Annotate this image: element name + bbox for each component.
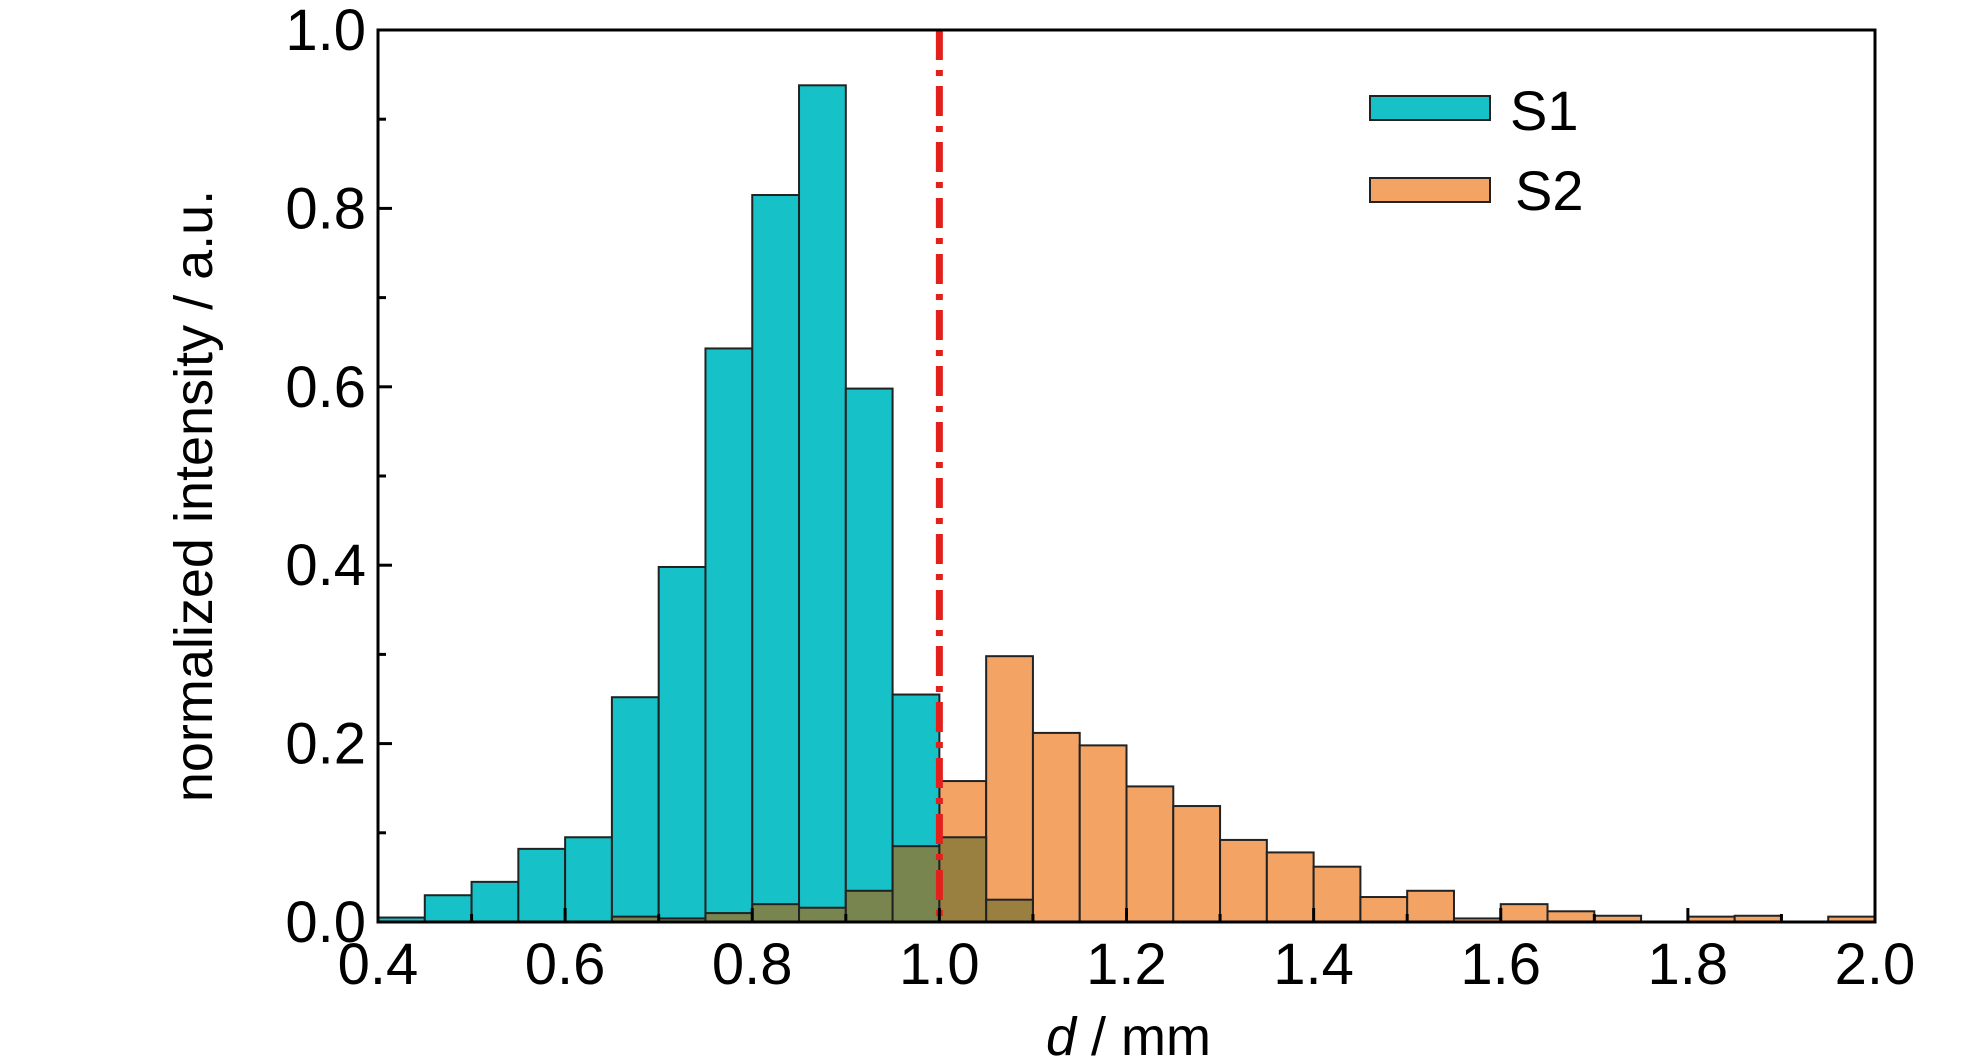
bar-s1-2 bbox=[470, 880, 520, 923]
bar-s2-25 bbox=[1546, 910, 1596, 924]
x-tick-label-1: 0.6 bbox=[525, 932, 606, 997]
bar-s1-1 bbox=[423, 894, 473, 923]
legend: S1 S2 bbox=[1369, 79, 1584, 222]
y-tick-label-3: 0.6 bbox=[285, 355, 366, 420]
bar-s1-7 bbox=[704, 347, 754, 924]
x-axis-label-variable: d bbox=[1046, 1007, 1078, 1063]
bar-s1-5 bbox=[610, 696, 660, 923]
bar-s1-6 bbox=[657, 565, 707, 923]
legend-label-s1: S1 bbox=[1510, 79, 1579, 142]
bar-overlap-9 bbox=[798, 906, 847, 924]
legend-swatch-s1 bbox=[1369, 95, 1491, 121]
legend-swatch-s2 bbox=[1369, 177, 1491, 203]
bar-s2-13 bbox=[985, 655, 1034, 924]
x-tick-label-4: 1.2 bbox=[1086, 932, 1167, 997]
x-tick-label-8: 2.0 bbox=[1835, 932, 1916, 997]
x-tick-label-3: 1.0 bbox=[899, 932, 980, 997]
y-tick-label-5: 1.0 bbox=[285, 0, 366, 63]
bar-overlap-11 bbox=[891, 845, 941, 923]
bar-s2-22 bbox=[1406, 889, 1455, 924]
bar-s2-20 bbox=[1312, 865, 1362, 923]
x-axis-label-unit: / mm bbox=[1076, 1007, 1211, 1063]
bar-overlap-10 bbox=[844, 889, 894, 924]
y-tick-label-0: 0.0 bbox=[285, 890, 366, 955]
x-tick-label-6: 1.6 bbox=[1460, 932, 1541, 997]
bar-overlap-right-12 bbox=[938, 836, 988, 924]
bar-s1-9 bbox=[798, 84, 847, 923]
bar-s2-17 bbox=[1172, 805, 1222, 923]
bar-s2-24 bbox=[1499, 903, 1549, 923]
y-axis-label: normalized intensity / a.u. bbox=[164, 190, 224, 802]
bar-s2-19 bbox=[1265, 851, 1315, 924]
bar-overlap-8 bbox=[751, 903, 801, 923]
overlap-layer bbox=[610, 836, 1034, 924]
tick-labels-layer: 0.4 0.6 0.8 1.0 1.2 1.4 1.6 1.8 2.0 0.0 0.2 0.4 0.6 0… bbox=[285, 0, 1915, 997]
y-tick-label-4: 0.8 bbox=[285, 176, 366, 241]
legend-label-s2: S2 bbox=[1515, 159, 1584, 222]
bar-s2-18 bbox=[1219, 838, 1268, 923]
bar-s1-3 bbox=[517, 847, 567, 924]
ticks-layer bbox=[376, 28, 1877, 924]
bar-s2-21 bbox=[1359, 896, 1409, 923]
x-axis-label: d / mm bbox=[1046, 1007, 1211, 1063]
x-tick-label-2: 0.8 bbox=[712, 932, 793, 997]
bar-s1-10 bbox=[844, 387, 894, 924]
x-tick-label-5: 1.4 bbox=[1273, 932, 1354, 997]
bar-s1-8 bbox=[751, 194, 801, 923]
y-tick-label-2: 0.4 bbox=[285, 533, 366, 598]
bar-overlap-right-13 bbox=[985, 898, 1034, 924]
x-tick-label-0: 0.4 bbox=[338, 932, 419, 997]
y-tick-label-1: 0.2 bbox=[285, 712, 366, 777]
bar-s1-4 bbox=[564, 836, 613, 924]
bar-s2-16 bbox=[1125, 785, 1175, 924]
bar-s2-14 bbox=[1031, 731, 1081, 923]
x-tick-label-7: 1.8 bbox=[1648, 932, 1729, 997]
bars-layer bbox=[377, 84, 1876, 924]
bar-s2-15 bbox=[1078, 744, 1128, 923]
